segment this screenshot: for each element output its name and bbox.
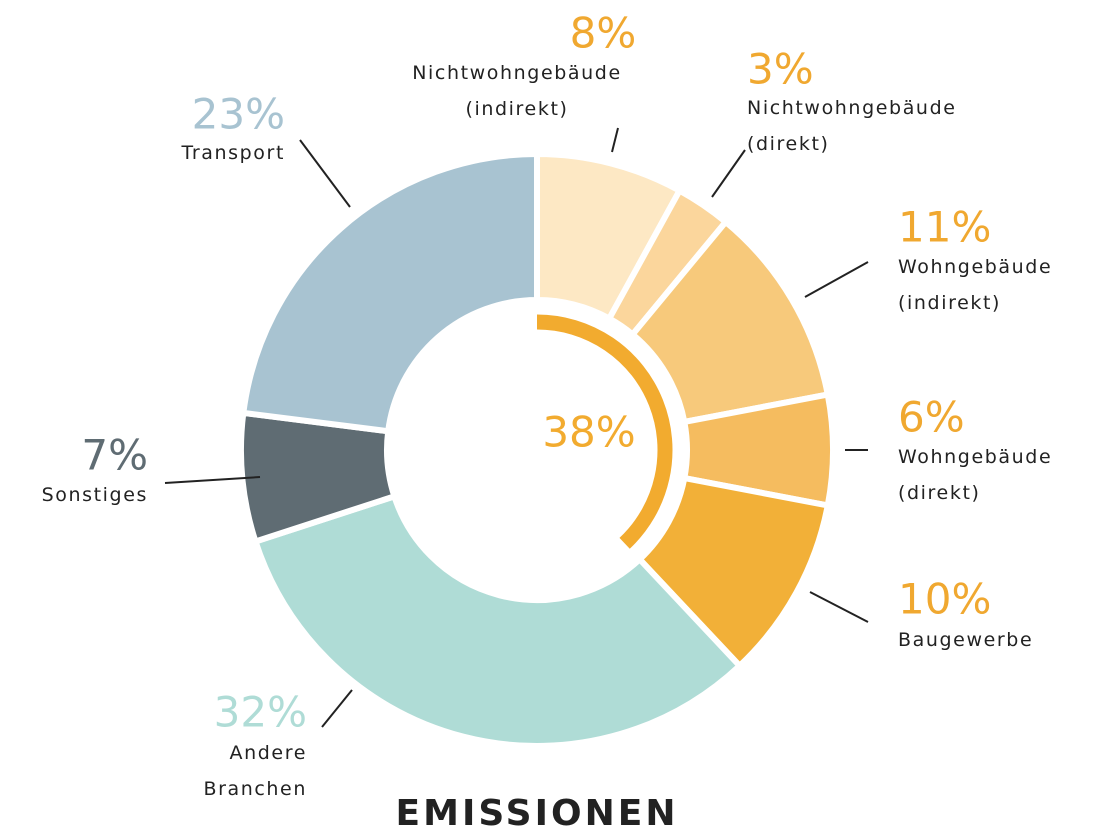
value-label: 3% (747, 45, 814, 94)
value-label: 23% (192, 90, 285, 139)
category-label: Wohngebäude (indirekt) (898, 256, 1052, 314)
center-label: 38% (542, 408, 635, 457)
leader-line (711, 149, 746, 198)
leader-line (299, 139, 351, 208)
category-label: Andere Branchen (203, 742, 307, 800)
category-label: Nichtwohngebäude (direkt) (747, 97, 957, 155)
value-label: 8% (570, 9, 637, 58)
inner-arc (536, 314, 673, 549)
category-label: Transport (180, 142, 285, 164)
donut-segment (239, 150, 540, 435)
category-label: Wohngebäude (direkt) (898, 446, 1052, 504)
value-label: 7% (81, 431, 148, 480)
value-label: 6% (898, 393, 965, 442)
category-label: Sonstiges (42, 484, 148, 506)
leader-line (164, 476, 261, 484)
value-label: 10% (898, 575, 991, 624)
value-label: 11% (898, 203, 991, 252)
leader-line (804, 261, 869, 298)
donut-segment (251, 492, 744, 749)
leader-line (809, 591, 869, 623)
category-label: Nichtwohngebäude (indirekt) (412, 62, 622, 120)
chart-title: EMISSIONEN (396, 793, 679, 834)
value-label: 32% (214, 688, 307, 737)
leader-line (321, 689, 353, 728)
leader-line (611, 127, 619, 153)
category-label: Baugewerbe (898, 629, 1033, 651)
